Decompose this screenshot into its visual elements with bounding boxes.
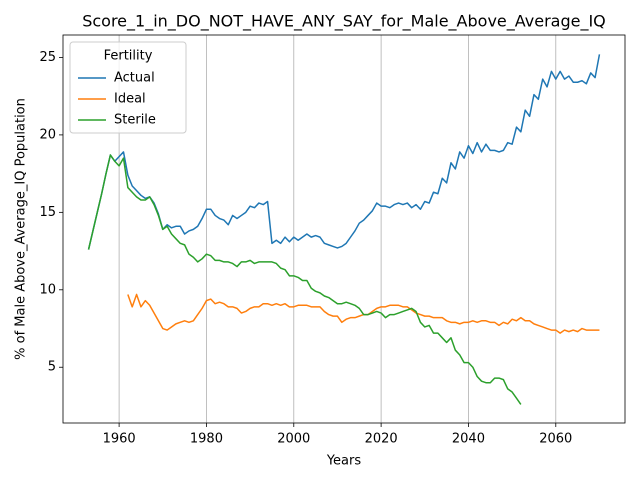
legend-label: Ideal: [114, 92, 146, 107]
legend-title: Fertility: [104, 49, 153, 64]
y-tick-label: 25: [39, 50, 56, 65]
y-tick-label: 5: [48, 360, 56, 375]
legend-box: [69, 41, 187, 134]
legend-label: Actual: [114, 71, 155, 86]
x-tick-label: 1980: [190, 432, 223, 447]
x-tick-label: 2020: [365, 432, 398, 447]
plot: [87, 54, 601, 405]
line-series: [87, 54, 601, 250]
y-tick-label: 15: [39, 205, 56, 220]
x-tick-label: 2040: [452, 432, 485, 447]
x-tick-label: 1960: [103, 432, 136, 447]
legend: Fertility Actual Ideal Sterile: [69, 41, 187, 134]
y-tick-label: 10: [39, 282, 56, 297]
line-series: [87, 154, 522, 405]
x-axis-label: Years: [326, 454, 362, 469]
axes: 1960 1980 2000 2020 2040 2060 5 10 15 20 25: [39, 50, 572, 447]
legend-label: Sterile: [114, 113, 156, 128]
x-tick-label: 2060: [539, 432, 572, 447]
x-tick-label: 2000: [277, 432, 310, 447]
chart-title: Score_1_in_DO_NOT_HAVE_ANY_SAY_for_Male_…: [82, 12, 606, 32]
plot-frame: [62, 34, 626, 424]
y-axis-label: % of Male Above_Average_IQ Population: [14, 98, 29, 360]
y-tick-label: 20: [39, 127, 56, 142]
